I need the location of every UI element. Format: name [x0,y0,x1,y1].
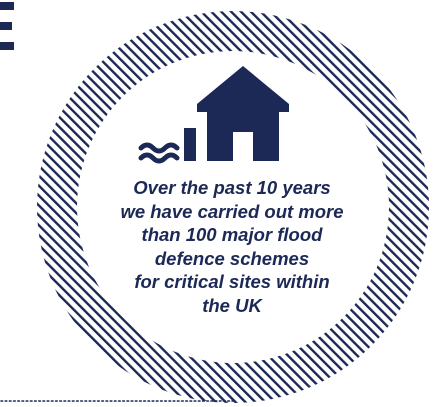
statement-line-2: we have carried out more [120,200,344,222]
statement-line-1: Over the past 10 years [133,177,331,198]
dotted-divider [0,400,237,402]
statement-line-5: for critical sites within [134,271,330,293]
statement-line-3: than 100 major flood [141,224,323,246]
house-icon [197,66,289,161]
flood-defence-statement: Over the past 10 years we have carried o… [92,176,372,318]
wall-bar [184,128,196,161]
statement-line-4: defence schemes [154,247,310,269]
statement-line-6: the UK [202,294,262,316]
water-waves-icon [138,142,180,164]
